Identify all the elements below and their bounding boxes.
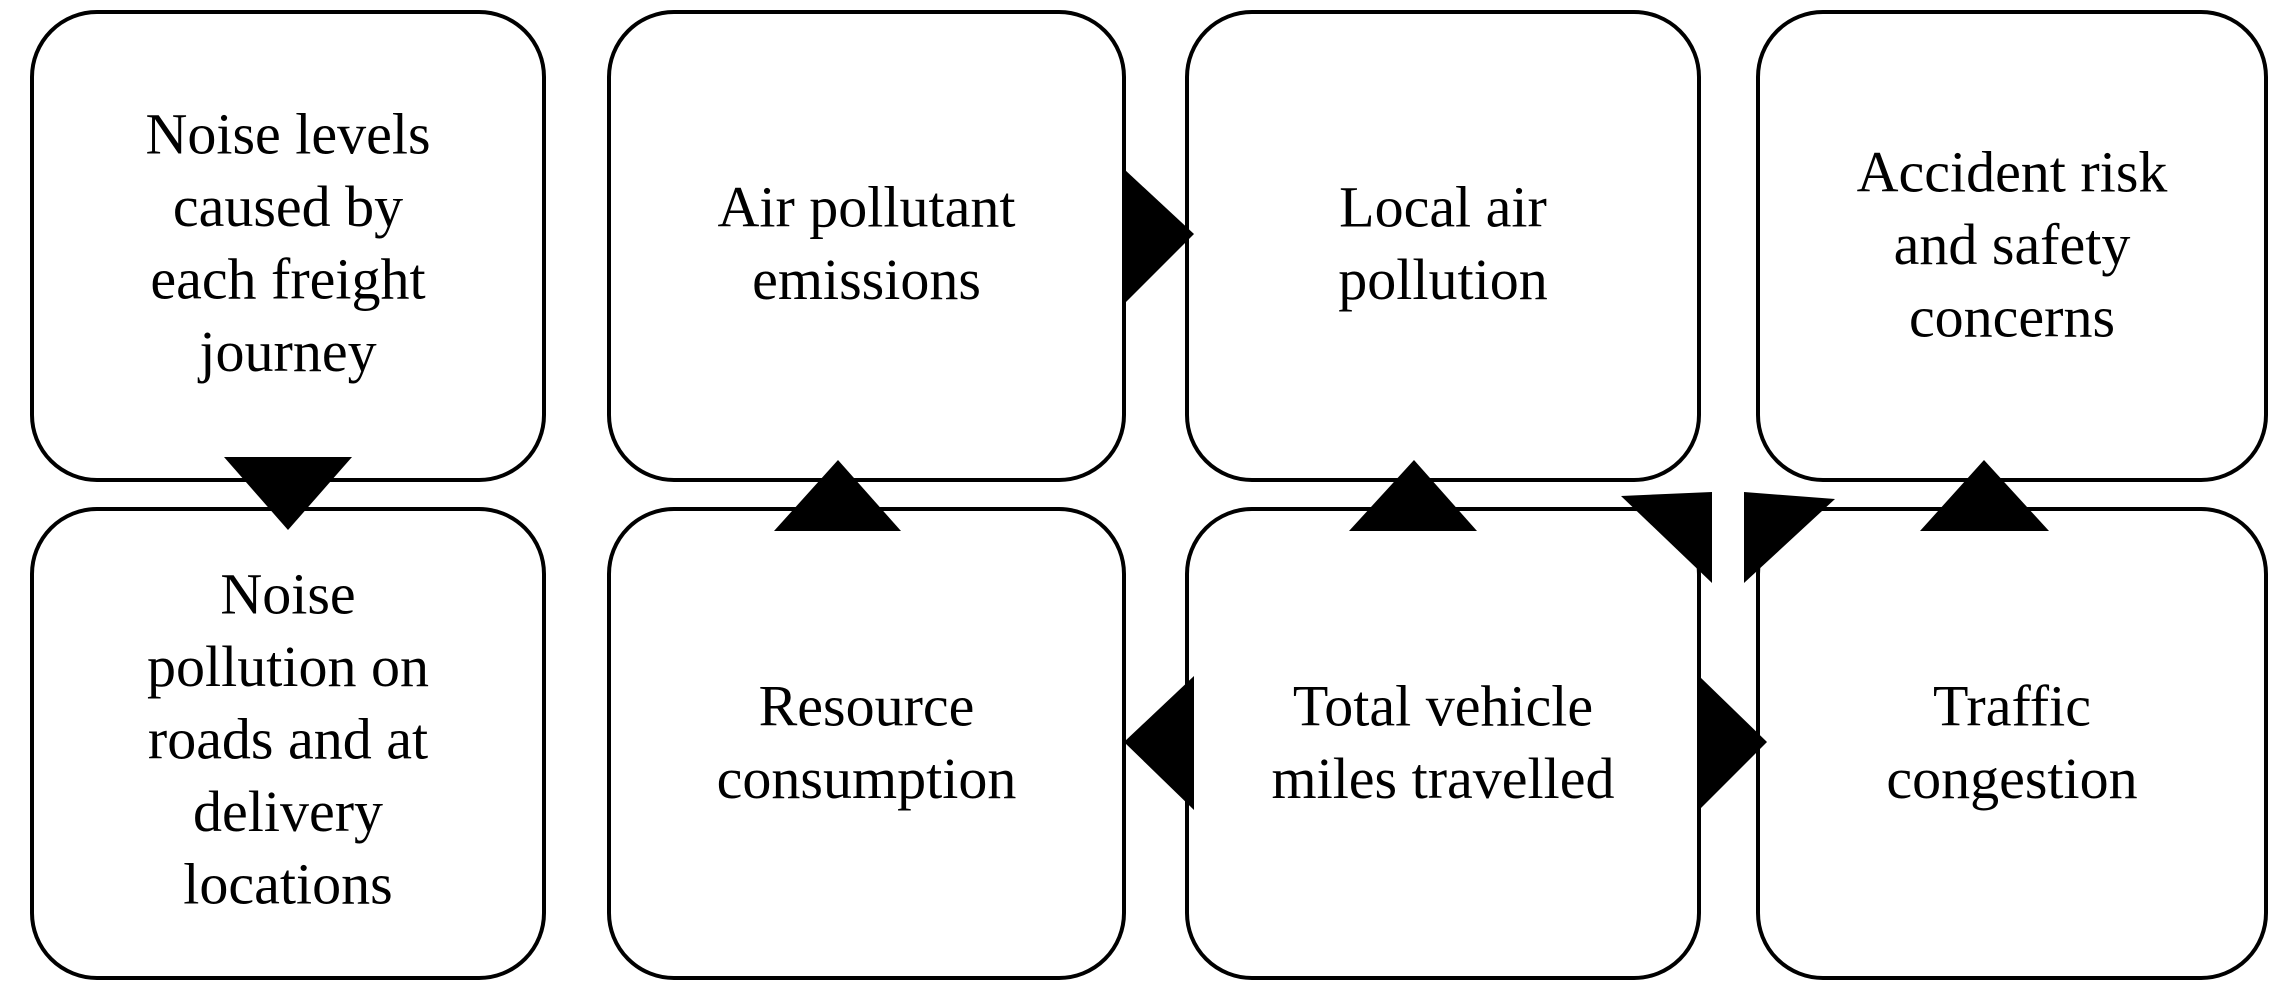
node-label: emissions [752,247,981,312]
node-label: Total vehicle [1293,673,1593,738]
node: Accident risk and safety concerns [1756,10,2268,482]
node-label: Noise levels [145,101,430,166]
node-label: journey [197,319,376,384]
arrow [1124,169,1194,304]
node-label: pollution [1338,247,1547,312]
node-label: Local air [1339,174,1547,239]
arrow [1349,460,1477,531]
node: Noise pollution on roads and at delivery loc… [30,507,546,980]
node-label: Accident risk [1857,139,2168,204]
arrow [1621,492,1712,583]
node-label: miles travelled [1271,746,1614,811]
node-label: concerns [1909,284,2115,349]
node: Total vehicle miles travelled [1185,507,1701,980]
node-box [1756,507,2268,980]
node: Noise levels caused by each freight journey [30,10,546,482]
arrow [774,460,901,531]
node-label: roads and at [148,706,428,771]
arrow [224,457,352,530]
node-label: Air pollutant [717,174,1015,239]
node-label: pollution on [147,634,429,699]
arrow [1920,460,2049,531]
node-label: congestion [1886,746,2137,811]
node-label: caused by [173,174,403,239]
node-label: and safety [1894,212,2131,277]
arrows [224,169,2049,810]
node-label: delivery [193,779,383,844]
node: Air pollutant emissions [607,10,1126,482]
node-label: consumption [717,746,1017,811]
node-label: Resource [759,673,975,738]
arrow [1699,676,1767,810]
node: Traffic congestion [1756,507,2268,980]
node-box [1185,10,1701,482]
node: Resource consumption [607,507,1126,980]
node-label: Noise [220,561,355,626]
arrow [1744,492,1835,583]
node: Local air pollution [1185,10,1701,482]
node-label: Traffic [1933,673,2091,738]
node-label: each freight [150,246,425,311]
node-label: locations [183,851,392,916]
node-box [1756,10,2268,482]
arrow [1124,676,1194,810]
node-box [607,507,1126,980]
node-box [1185,507,1701,980]
